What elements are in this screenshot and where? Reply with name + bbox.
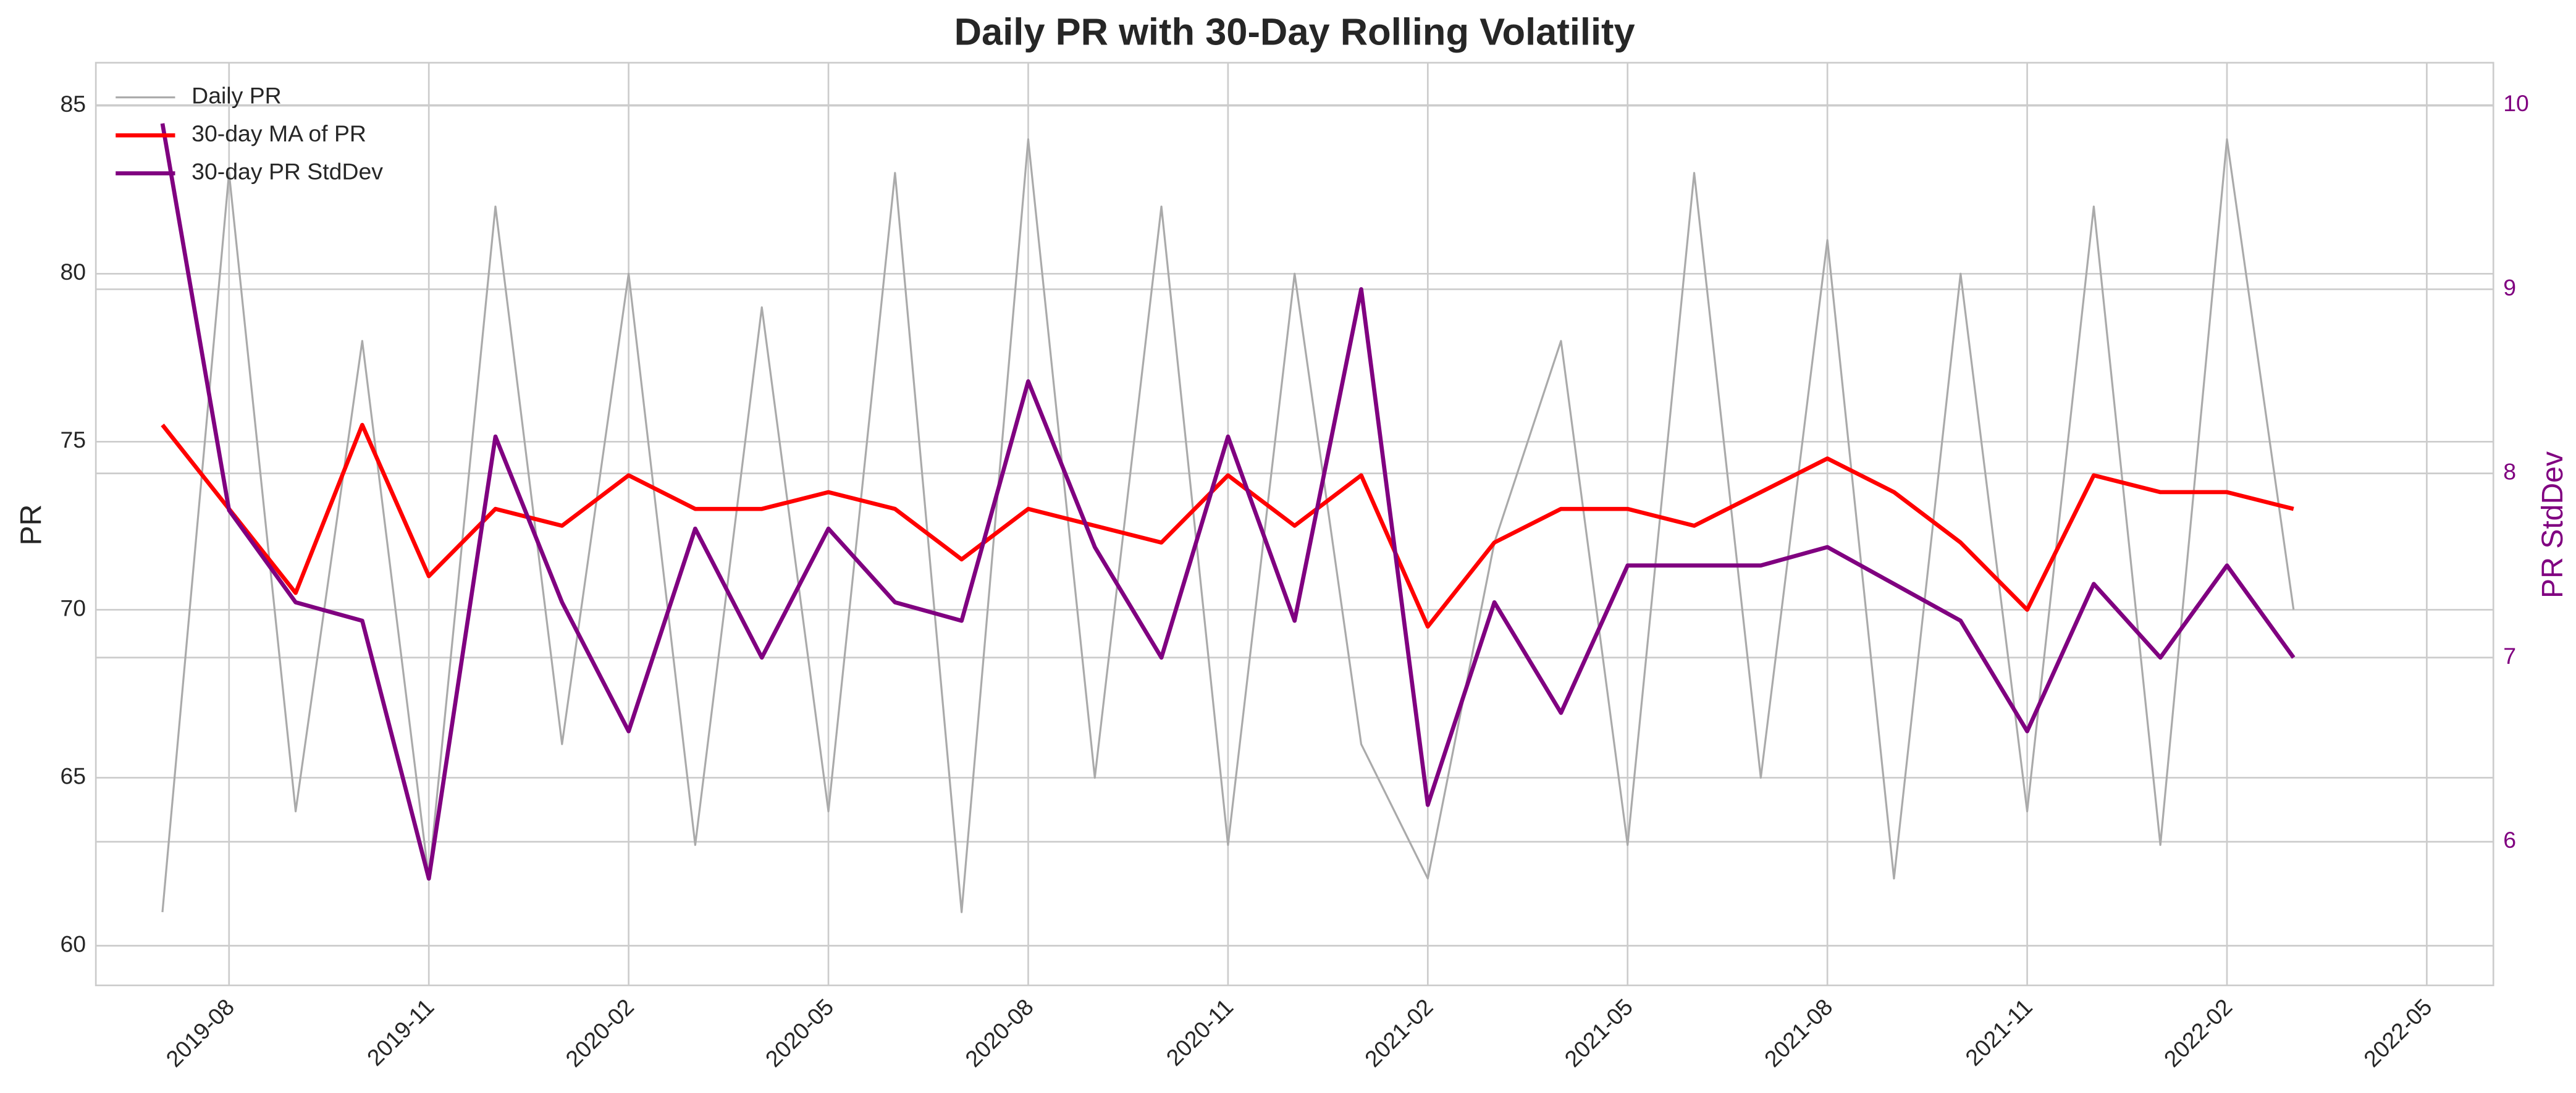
y2-tick-label: 8 [2503, 459, 2516, 485]
y2-tick-label: 9 [2503, 274, 2516, 300]
x-tick-label: 2022-02 [2159, 994, 2237, 1072]
x-tick-label: 2021-08 [1759, 994, 1838, 1072]
x-tick-label: 2020-11 [1161, 994, 1238, 1071]
y2-tick-label: 6 [2503, 827, 2516, 853]
series-line [160, 123, 2296, 881]
x-tick-label: 2019-08 [161, 994, 239, 1072]
x-tick-label: 2021-02 [1360, 994, 1438, 1072]
y-tick-label: 60 [61, 931, 86, 957]
x-tick-label: 2020-05 [760, 994, 839, 1072]
legend-label: 30-day PR StdDev [192, 159, 383, 185]
x-tick-label: 2021-05 [1559, 994, 1638, 1072]
legend-label: 30-day MA of PR [192, 120, 366, 146]
x-tick-label: 2022-05 [2359, 994, 2437, 1072]
y-axis-label: PR [14, 505, 48, 546]
series-line [161, 422, 2294, 629]
y-tick-label: 65 [61, 763, 86, 789]
chart-title: Daily PR with 30-Day Rolling Volatility [954, 10, 1635, 53]
legend-label: Daily PR [192, 83, 282, 109]
y-tick-label: 80 [61, 259, 86, 285]
y2-tick-label: 10 [2503, 90, 2529, 116]
x-tick-label: 2020-08 [960, 994, 1038, 1072]
x-tick-label: 2021-11 [1960, 994, 2037, 1071]
y-tick-label: 70 [61, 595, 86, 621]
y-tick-label: 75 [61, 427, 86, 453]
y2-tick-label: 7 [2503, 643, 2516, 669]
x-tick-label: 2020-02 [560, 994, 639, 1072]
series-line [161, 138, 2295, 913]
y-tick-label: 85 [61, 91, 86, 117]
x-tick-label: 2019-11 [362, 994, 439, 1071]
y2-axis-label: PR StdDev [2536, 451, 2569, 598]
plot-frame [95, 62, 2494, 987]
